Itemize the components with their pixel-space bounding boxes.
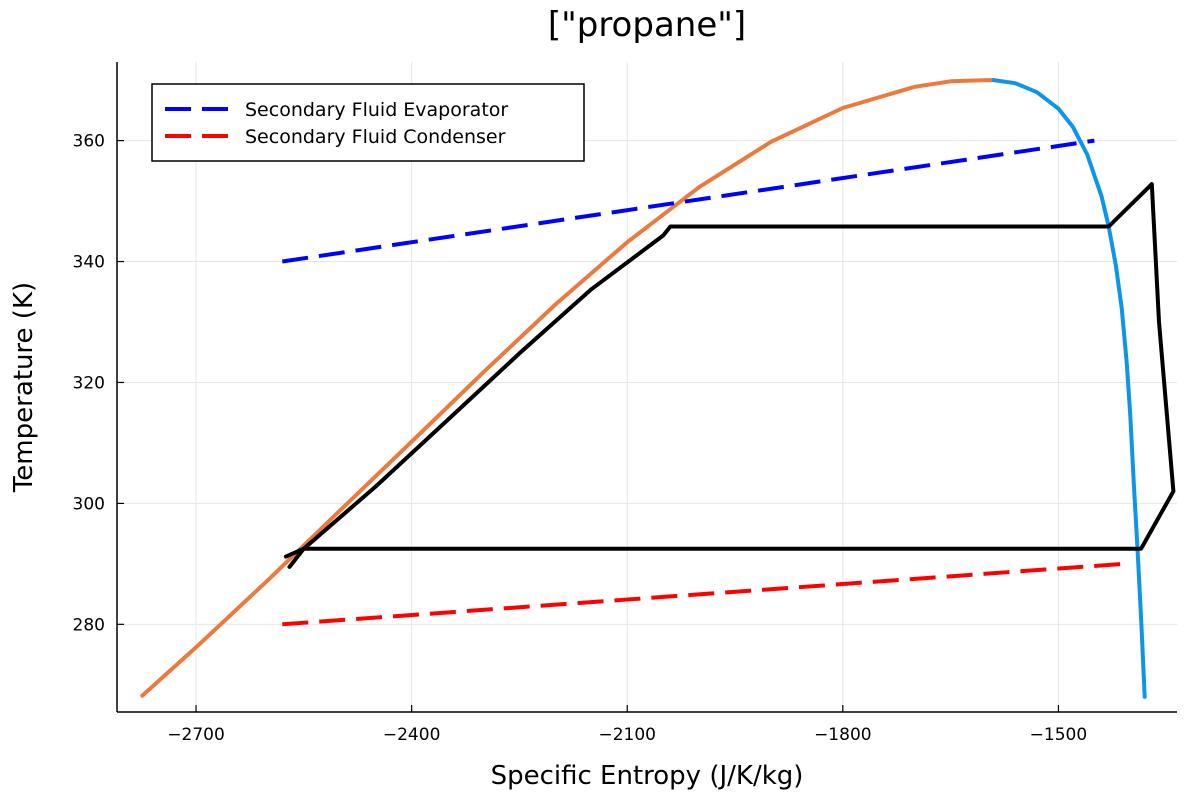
legend: Secondary Fluid Evaporator Secondary Flui…	[151, 83, 585, 162]
x-tick-label: −1500	[1030, 725, 1088, 745]
secondary-fluid-evaporator-line	[282, 138, 1095, 264]
x-tick-label: −1800	[814, 725, 872, 745]
legend-label: Secondary Fluid Evaporator	[245, 99, 508, 121]
x-tick-label: −2700	[167, 725, 225, 745]
series-lines	[140, 78, 1176, 699]
y-tick-label: 300	[73, 494, 105, 514]
x-axis-label: Specific Entropy (J/K/kg)	[491, 761, 804, 791]
tick-labels: −2700 −2400 −2100 −1800 −1500 280 300 320 340 360	[73, 132, 1088, 745]
chart-title: ["propane"]	[548, 5, 746, 45]
y-tick-label: 280	[73, 615, 105, 635]
y-tick-label: 340	[73, 253, 105, 273]
y-tick-label: 360	[73, 132, 105, 152]
x-tick-label: −2400	[383, 725, 441, 745]
series-3-line	[991, 78, 1147, 699]
legend-box	[151, 83, 585, 162]
x-tick-label: −2100	[598, 725, 656, 745]
y-tick-label: 320	[73, 373, 105, 393]
legend-label: Secondary Fluid Condenser	[245, 126, 506, 148]
series-2-line	[140, 78, 996, 698]
y-axis-label: Temperature (K)	[9, 282, 39, 493]
axes	[116, 62, 1177, 713]
secondary-fluid-condenser-line	[282, 561, 1124, 627]
series-4-line	[283, 182, 1176, 569]
